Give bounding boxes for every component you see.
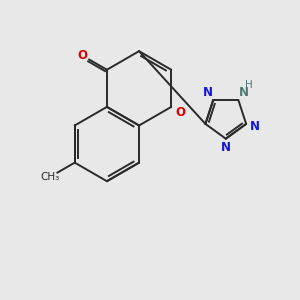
Text: N: N bbox=[238, 86, 249, 99]
Text: H: H bbox=[245, 80, 253, 90]
Text: N: N bbox=[221, 141, 231, 154]
Text: CH₃: CH₃ bbox=[40, 172, 60, 182]
Text: O: O bbox=[175, 106, 185, 118]
Text: N: N bbox=[203, 86, 213, 99]
Text: O: O bbox=[78, 49, 88, 62]
Text: N: N bbox=[250, 120, 260, 133]
